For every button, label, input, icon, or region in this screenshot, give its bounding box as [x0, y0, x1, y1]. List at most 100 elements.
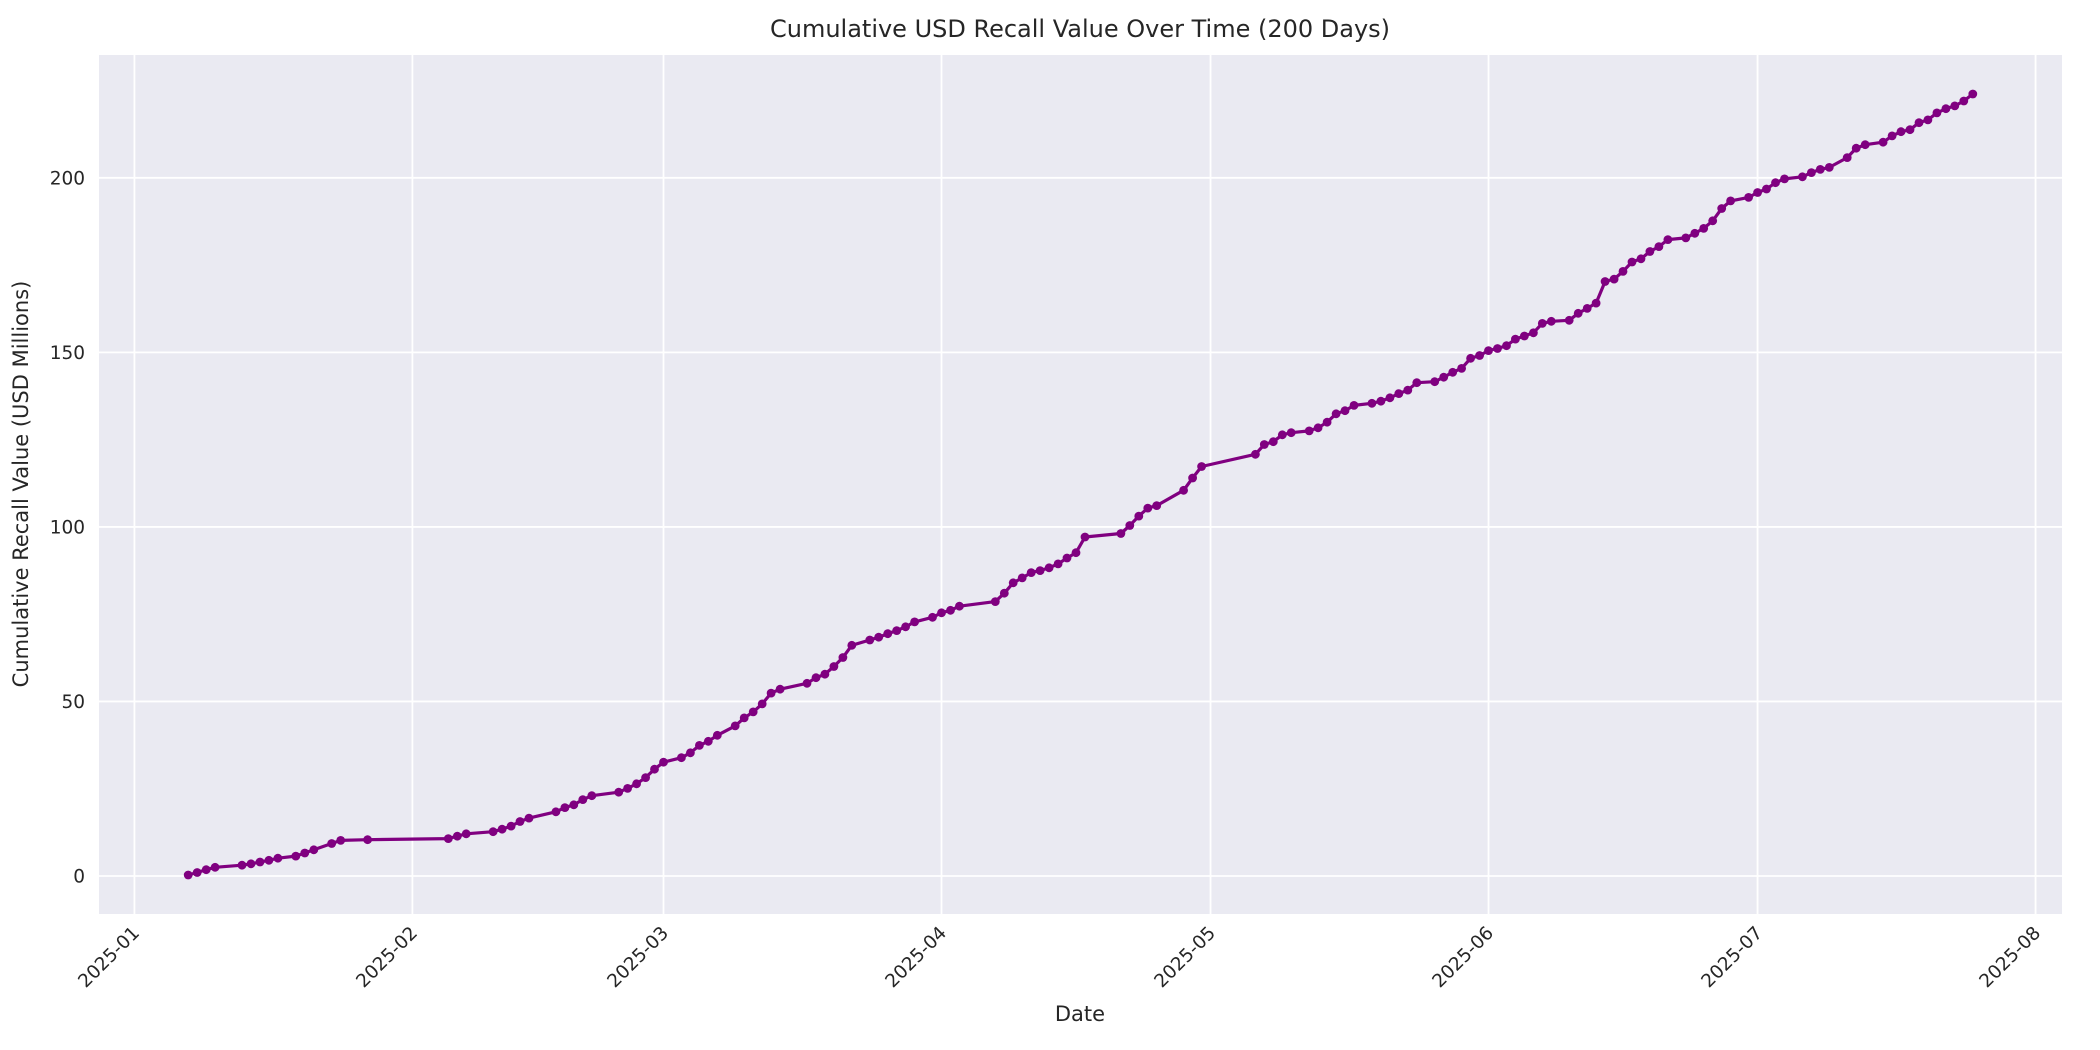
data-point	[1681, 233, 1691, 243]
data-point	[1726, 196, 1735, 206]
data-point	[1600, 277, 1610, 286]
data-point	[1815, 165, 1825, 174]
data-point	[192, 868, 202, 877]
data-point	[1448, 367, 1458, 377]
data-point	[1026, 568, 1036, 577]
y-tick-label: 0	[73, 867, 85, 888]
data-point	[695, 741, 704, 750]
data-point	[650, 764, 659, 774]
data-point	[1537, 319, 1547, 328]
data-point	[1143, 503, 1153, 513]
data-point	[1923, 115, 1933, 125]
data-point	[1520, 331, 1529, 341]
data-point	[443, 834, 453, 843]
data-point	[273, 853, 283, 863]
data-point	[811, 673, 821, 683]
data-point	[497, 824, 507, 834]
data-point	[1071, 548, 1081, 558]
y-tick-labels: 0 50 100 150 200	[50, 168, 85, 887]
data-point	[183, 870, 193, 880]
data-point	[623, 784, 632, 793]
plot-background	[99, 55, 2062, 914]
data-point	[865, 635, 875, 645]
data-point	[336, 836, 346, 845]
data-point	[255, 857, 265, 867]
y-tick-label: 200	[50, 168, 85, 189]
data-point	[291, 851, 301, 861]
data-point	[1636, 254, 1646, 264]
data-point	[1062, 553, 1072, 563]
data-point	[506, 821, 516, 831]
data-point	[1807, 168, 1816, 178]
data-point	[1502, 341, 1511, 351]
data-point	[1340, 406, 1350, 416]
data-point	[910, 617, 919, 627]
data-point	[874, 632, 884, 642]
data-point	[237, 860, 247, 870]
data-point	[775, 684, 785, 694]
x-tick-label: 2025-02	[352, 923, 422, 993]
data-point	[1125, 521, 1135, 530]
data-point	[1376, 396, 1386, 406]
data-point	[1914, 118, 1924, 128]
data-point	[363, 835, 372, 845]
data-point	[1860, 140, 1870, 150]
data-point	[614, 787, 624, 797]
data-point	[1842, 153, 1852, 163]
data-point	[901, 622, 910, 632]
data-point-markers	[183, 89, 1978, 880]
data-point	[309, 845, 319, 855]
data-point	[1251, 449, 1260, 459]
data-point	[1564, 315, 1574, 325]
y-tick-label: 150	[50, 343, 85, 364]
data-point	[1591, 298, 1601, 308]
y-tick-label: 100	[50, 517, 85, 538]
data-point	[739, 713, 749, 723]
data-point	[1349, 401, 1359, 410]
data-point	[515, 817, 525, 826]
data-point	[1331, 409, 1341, 419]
data-point	[730, 721, 740, 731]
data-point	[686, 748, 695, 758]
data-point	[1771, 178, 1780, 188]
data-point	[1313, 423, 1323, 433]
data-point	[1394, 389, 1404, 398]
data-point	[1322, 417, 1332, 427]
data-point	[1573, 308, 1583, 318]
data-point	[1179, 485, 1188, 495]
x-tick-label: 2025-03	[604, 923, 674, 993]
x-tick-label: 2025-08	[1976, 923, 2046, 993]
data-point	[1968, 89, 1978, 99]
data-point	[551, 807, 561, 817]
data-point	[1286, 428, 1296, 438]
data-point	[990, 597, 1000, 606]
data-point	[847, 640, 857, 650]
data-point	[1475, 351, 1484, 360]
data-point	[838, 653, 848, 662]
data-point	[524, 813, 534, 823]
data-point	[1762, 184, 1771, 194]
data-point	[1690, 228, 1700, 238]
data-point	[883, 629, 893, 639]
data-point	[829, 662, 839, 671]
x-tick-label: 2025-07	[1698, 923, 1768, 993]
data-point	[1457, 364, 1466, 373]
data-point	[1403, 385, 1413, 395]
data-point	[1663, 235, 1673, 245]
data-point	[1798, 172, 1807, 182]
data-point	[1753, 188, 1762, 197]
gridlines	[99, 55, 2062, 914]
data-point	[1116, 529, 1126, 538]
x-axis-label: Date	[1055, 1002, 1105, 1026]
data-point	[1708, 216, 1718, 226]
data-point	[201, 865, 211, 875]
data-point	[452, 831, 462, 841]
data-point	[1546, 316, 1556, 326]
data-point	[928, 612, 937, 622]
data-point	[1627, 257, 1637, 267]
data-point	[1035, 566, 1045, 575]
data-point	[820, 669, 830, 679]
data-point	[1950, 101, 1960, 111]
data-point	[560, 803, 570, 812]
data-point	[1412, 378, 1422, 388]
